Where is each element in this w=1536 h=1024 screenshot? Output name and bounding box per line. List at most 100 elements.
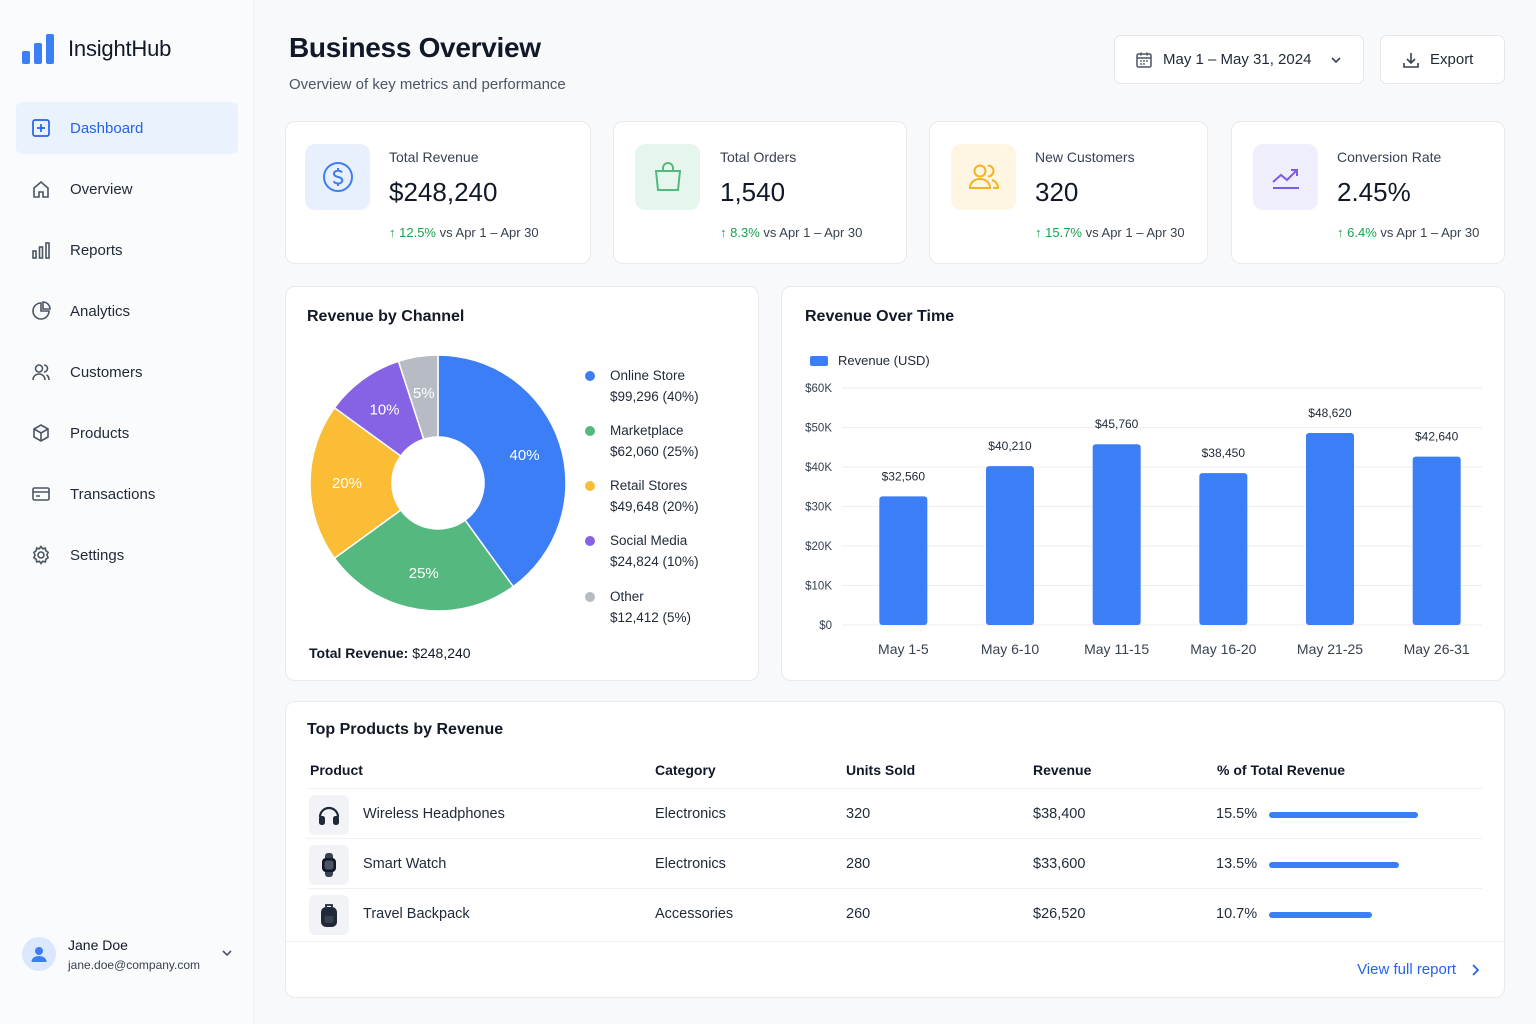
product-category: Electronics bbox=[655, 806, 726, 822]
bag-icon bbox=[635, 144, 700, 210]
sidebar-item-products[interactable]: Products bbox=[16, 407, 238, 459]
arrow-up-icon: ↑ bbox=[1337, 225, 1344, 240]
sidebar-item-dashboard[interactable]: Dashboard bbox=[16, 102, 238, 154]
arrow-up-icon: ↑ bbox=[1035, 225, 1042, 240]
pie-slice[interactable] bbox=[437, 354, 567, 588]
arrow-up-icon: ↑ bbox=[720, 225, 727, 240]
export-button[interactable]: Export bbox=[1380, 35, 1505, 84]
sidebar-item-label: Settings bbox=[70, 546, 125, 564]
sidebar-item-analytics[interactable]: Analytics bbox=[16, 285, 238, 337]
trend-icon bbox=[1253, 144, 1318, 210]
column-header-revenue[interactable]: Revenue bbox=[1033, 762, 1092, 778]
top-products-card: Top Products by Revenue Product Category… bbox=[285, 701, 1505, 998]
kpi-label: Conversion Rate bbox=[1337, 149, 1442, 165]
column-header-product[interactable]: Product bbox=[310, 762, 363, 778]
pie-slice-label: 10% bbox=[369, 401, 399, 418]
date-range-label: May 1 – May 31, 2024 bbox=[1163, 51, 1312, 68]
legend-item: Other $12,412 (5%) bbox=[585, 586, 691, 628]
table-row[interactable]: Travel Backpack Accessories 260 $26,520 … bbox=[307, 888, 1482, 938]
legend-dot bbox=[585, 371, 595, 381]
sidebar-item-label: Overview bbox=[70, 180, 133, 198]
x-tick-label: May 21-25 bbox=[1297, 641, 1363, 657]
kpi-delta: ↑ 8.3% vs Apr 1 – Apr 30 bbox=[720, 225, 862, 240]
kpi-value: 1,540 bbox=[720, 177, 786, 207]
chevron-down-icon[interactable] bbox=[220, 946, 234, 960]
units-sold: 320 bbox=[846, 806, 871, 822]
kpi-card-revenue: Total Revenue $248,240 ↑ 12.5% vs Apr 1 … bbox=[285, 121, 591, 264]
revenue-share-bar bbox=[1269, 812, 1418, 818]
legend-dot bbox=[585, 536, 595, 546]
legend-detail: $49,648 (20%) bbox=[610, 499, 699, 514]
legend-item: Marketplace $62,060 (25%) bbox=[585, 420, 699, 462]
chart-legend: Revenue (USD) bbox=[810, 353, 930, 368]
sidebar-item-label: Reports bbox=[70, 241, 123, 259]
y-tick-label: $20K bbox=[805, 541, 832, 553]
kpi-value: 320 bbox=[1035, 177, 1079, 207]
kpi-compare: vs Apr 1 – Apr 30 bbox=[1380, 225, 1480, 240]
page-title: Business Overview bbox=[289, 32, 541, 63]
units-sold: 280 bbox=[846, 856, 871, 872]
bar[interactable] bbox=[879, 496, 928, 625]
column-header-category[interactable]: Category bbox=[655, 762, 716, 778]
column-header-units[interactable]: Units Sold bbox=[846, 762, 916, 778]
legend-item: Social Media $24,824 (10%) bbox=[585, 530, 699, 572]
pie-slice-label: 25% bbox=[409, 565, 439, 582]
sidebar-item-overview[interactable]: Overview bbox=[16, 163, 238, 215]
legend-detail: $62,060 (25%) bbox=[610, 444, 699, 459]
bar[interactable] bbox=[1306, 432, 1354, 625]
sidebar-item-label: Customers bbox=[70, 363, 143, 381]
y-tick-label: $0 bbox=[819, 620, 832, 632]
units-sold: 260 bbox=[846, 906, 871, 922]
kpi-card-conversion: Conversion Rate 2.45% ↑ 6.4% vs Apr 1 – … bbox=[1231, 121, 1505, 264]
calendar-icon bbox=[1136, 52, 1152, 68]
donut-chart: 40% 25% 20% 10% 5% bbox=[309, 354, 567, 612]
card-title: Top Products by Revenue bbox=[307, 721, 504, 738]
legend-detail: $24,824 (10%) bbox=[610, 554, 699, 569]
kpi-value: $248,240 bbox=[389, 177, 498, 207]
user-menu[interactable]: Jane Doe jane.doe@company.com bbox=[22, 932, 238, 976]
app-logo[interactable]: InsightHub bbox=[22, 34, 171, 64]
chevron-right-icon bbox=[1472, 963, 1480, 976]
legend-detail: $99,296 (40%) bbox=[610, 389, 699, 404]
card-icon bbox=[30, 483, 52, 505]
card-title: Revenue Over Time bbox=[805, 308, 955, 325]
sidebar-item-label: Products bbox=[70, 424, 130, 442]
bar-value-label: $38,450 bbox=[1202, 446, 1246, 460]
table-row[interactable]: Wireless Headphones Electronics 320 $38,… bbox=[307, 788, 1482, 838]
bar[interactable] bbox=[1412, 456, 1461, 625]
kpi-compare: vs Apr 1 – Apr 30 bbox=[439, 225, 539, 240]
pie-slice[interactable] bbox=[309, 406, 402, 560]
kpi-label: New Customers bbox=[1035, 149, 1135, 165]
bar[interactable] bbox=[1199, 473, 1248, 625]
date-range-picker[interactable]: May 1 – May 31, 2024 bbox=[1114, 35, 1364, 84]
headphones-icon bbox=[309, 795, 349, 835]
view-full-report-link[interactable]: View full report bbox=[1357, 961, 1480, 978]
pie-slice[interactable] bbox=[397, 354, 439, 441]
user-icon bbox=[31, 947, 47, 962]
total-revenue-value: $248,240 bbox=[412, 645, 471, 661]
view-full-report-label: View full report bbox=[1357, 961, 1456, 978]
legend-dot bbox=[585, 481, 595, 491]
sidebar-item-customers[interactable]: Customers bbox=[16, 346, 238, 398]
kpi-card-customers: New Customers 320 ↑ 15.7% vs Apr 1 – Apr… bbox=[929, 121, 1208, 264]
pie-slice-label: 20% bbox=[332, 475, 362, 492]
column-header-share[interactable]: % of Total Revenue bbox=[1217, 762, 1346, 778]
legend-label: Revenue (USD) bbox=[838, 353, 930, 368]
backpack-icon bbox=[309, 895, 349, 935]
arrow-up-icon: ↑ bbox=[389, 225, 396, 240]
legend-item: Retail Stores $49,648 (20%) bbox=[585, 475, 699, 517]
sidebar-item-reports[interactable]: Reports bbox=[16, 224, 238, 276]
bar[interactable] bbox=[1092, 444, 1141, 625]
pie-slice-label: 40% bbox=[510, 447, 540, 464]
watch-icon bbox=[309, 845, 349, 885]
bar[interactable] bbox=[986, 466, 1034, 625]
sidebar-item-settings[interactable]: Settings bbox=[16, 529, 238, 581]
pie-slice[interactable] bbox=[333, 508, 515, 612]
table-row[interactable]: Smart Watch Electronics 280 $33,600 13.5… bbox=[307, 838, 1482, 888]
users-icon bbox=[951, 144, 1016, 210]
revenue-share: 15.5% bbox=[1216, 806, 1258, 822]
product-name: Travel Backpack bbox=[363, 906, 470, 922]
product-category: Accessories bbox=[655, 906, 734, 922]
sidebar-item-transactions[interactable]: Transactions bbox=[16, 468, 238, 520]
x-tick-label: May 26-31 bbox=[1404, 641, 1470, 657]
